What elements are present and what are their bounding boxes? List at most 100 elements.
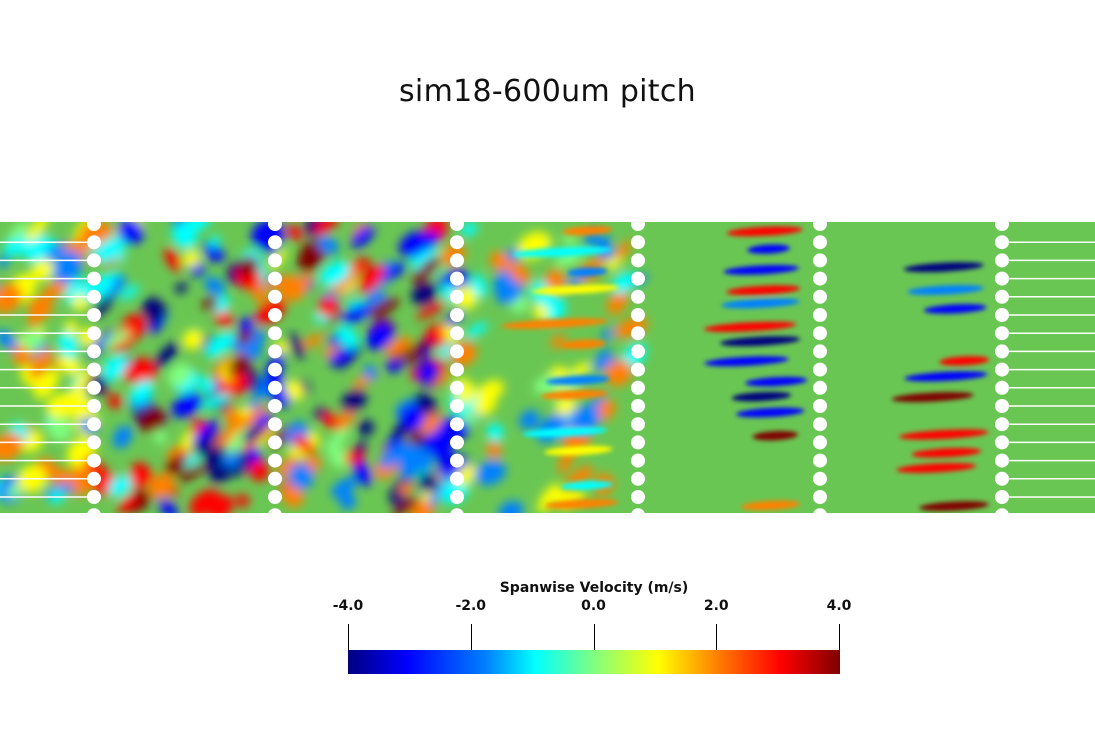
flow-blob: [417, 256, 442, 277]
pillar: [631, 380, 645, 395]
flow-blob: [52, 250, 83, 284]
flow-blob: [593, 349, 612, 372]
flow-blob: [605, 257, 623, 270]
flow-blob: [171, 392, 203, 418]
pillar: [450, 435, 464, 450]
flow-blob: [219, 315, 232, 327]
wake-streak: [544, 445, 613, 456]
wake-streak: [723, 264, 800, 275]
flow-blob: [418, 471, 440, 493]
pillar: [995, 253, 1009, 268]
pillar: [268, 453, 282, 468]
colorbar-tick-mark: [471, 624, 472, 655]
flow-blob: [167, 363, 192, 387]
flow-blob: [330, 477, 357, 498]
flow-blob: [245, 425, 265, 444]
pillar: [450, 326, 464, 341]
flow-blob: [44, 241, 68, 261]
wake-streak: [923, 304, 987, 314]
pillar: [87, 417, 101, 432]
pillar: [813, 253, 827, 268]
flow-blob: [227, 355, 252, 378]
wake-streak: [907, 285, 984, 295]
pillar: [631, 235, 645, 250]
flow-blob: [554, 396, 576, 417]
pillar: [631, 222, 645, 231]
flow-blob: [224, 405, 243, 432]
wake-streak: [735, 407, 805, 418]
flow-blob: [47, 416, 72, 442]
pillar: [631, 289, 645, 304]
flow-blob: [201, 392, 231, 410]
flow-blob: [182, 329, 204, 350]
pillar: [450, 508, 464, 513]
wake-streak: [560, 480, 613, 491]
pillar: [631, 399, 645, 413]
pillar: [268, 222, 282, 231]
pillar: [631, 435, 645, 450]
flow-blob: [34, 369, 60, 399]
wake-streak: [747, 244, 790, 254]
flow-blob: [7, 484, 22, 498]
colorbar-tick-mark: [594, 624, 595, 655]
pillar: [813, 399, 827, 413]
plot-title: sim18-600um pitch: [399, 74, 696, 109]
pillar: [268, 362, 282, 377]
flow-blob: [182, 250, 201, 267]
flow-blob: [330, 266, 359, 294]
pillar: [87, 453, 101, 468]
pillar: [631, 308, 645, 322]
wake-streak: [703, 321, 797, 332]
flow-blob: [544, 269, 566, 292]
pillar: [450, 235, 464, 250]
wake-streak: [918, 501, 989, 511]
pillar: [87, 253, 101, 268]
wake-streak: [567, 267, 608, 277]
flow-blob: [64, 320, 78, 335]
pillar: [995, 471, 1009, 486]
flow-blob: [474, 460, 506, 486]
pillar: [450, 490, 464, 504]
pillar: [268, 235, 282, 250]
pillar: [813, 380, 827, 395]
wake-streak: [726, 226, 803, 237]
flow-blob: [486, 423, 504, 441]
flow-blob: [102, 330, 131, 347]
pillar: [450, 453, 464, 468]
wake-streak: [531, 284, 619, 295]
pillar: [268, 326, 282, 341]
pillar: [631, 253, 645, 268]
flow-blob: [117, 222, 144, 245]
pillar: [450, 271, 464, 286]
flow-blob: [158, 498, 178, 513]
pillar: [87, 490, 101, 504]
flow-blob: [399, 482, 413, 496]
wake-streak: [545, 375, 610, 385]
colorbar-tick-mark: [839, 624, 840, 655]
flow-blob: [335, 408, 356, 431]
flow-blob: [607, 288, 629, 315]
flow-blob: [112, 425, 133, 449]
flow-blob: [248, 460, 270, 482]
pillar: [87, 471, 101, 486]
wake-streak: [911, 447, 982, 458]
flow-blob: [486, 442, 502, 459]
wake-streak: [896, 462, 977, 473]
flow-blob: [330, 447, 350, 469]
pillar: [995, 508, 1009, 513]
flow-blob: [321, 412, 340, 429]
flow-blob: [147, 303, 168, 324]
flow-blob: [392, 497, 419, 513]
flow-blob: [319, 260, 351, 287]
flow-blob: [601, 327, 614, 342]
flow-blob: [317, 297, 339, 317]
flow-blob: [292, 272, 313, 302]
flow-blob: [205, 331, 236, 358]
pillar: [995, 417, 1009, 432]
pillar: [268, 344, 282, 359]
pillar: [813, 289, 827, 304]
wake-streak: [500, 318, 609, 329]
flow-blob: [354, 440, 367, 455]
flow-blob: [0, 254, 10, 269]
flow-blob: [433, 444, 453, 463]
